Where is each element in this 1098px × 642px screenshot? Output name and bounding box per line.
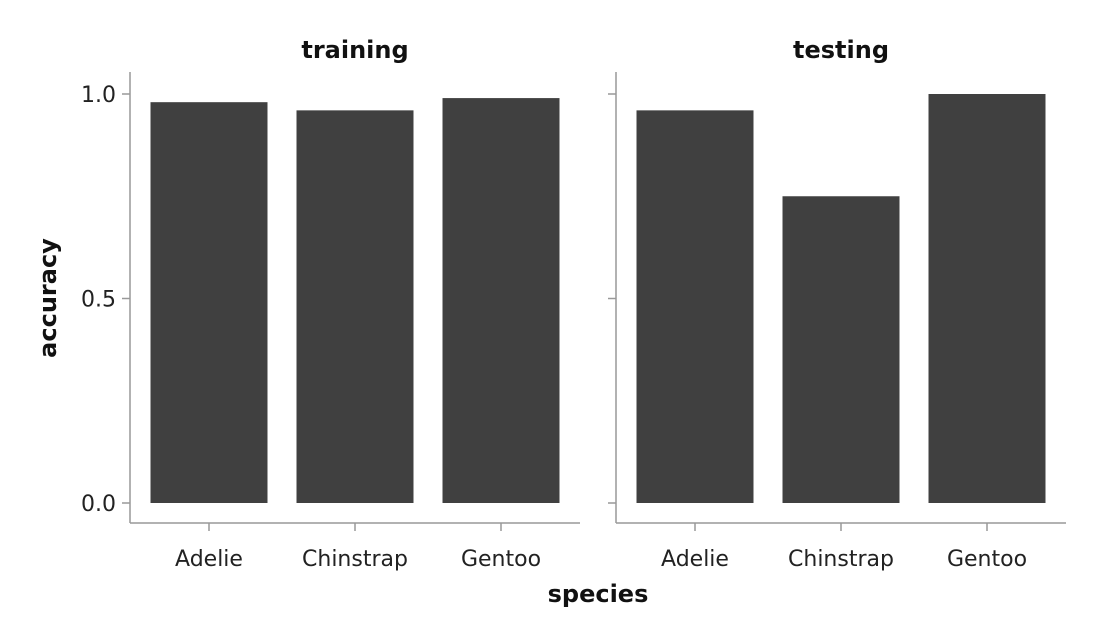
x-tick-label: Gentoo xyxy=(461,547,541,572)
bar-chinstrap xyxy=(782,196,900,503)
panel-title: training xyxy=(301,36,408,64)
x-tick-label: Adelie xyxy=(661,547,729,572)
chart-panels: training Adelie Chinstrap Gentoo 0.0 0.5 1.0 te… xyxy=(81,36,1066,572)
y-tick-label: 1.0 xyxy=(81,83,116,108)
panel-title: testing xyxy=(793,36,889,64)
y-tick-label: 0.5 xyxy=(81,288,116,313)
x-tick-label: Chinstrap xyxy=(788,547,894,572)
bar-gentoo xyxy=(442,98,560,503)
bar-adelie xyxy=(150,102,268,504)
bar-chinstrap xyxy=(296,110,414,504)
y-axis-title: accuracy xyxy=(34,238,62,358)
x-tick-label: Chinstrap xyxy=(302,547,408,572)
x-axis-title: species xyxy=(548,580,649,608)
y-tick-label: 0.0 xyxy=(81,492,116,517)
x-tick-label: Gentoo xyxy=(947,547,1027,572)
bar-gentoo xyxy=(928,94,1046,503)
bar-adelie xyxy=(636,110,754,504)
panel-testing: testing Adelie Chinstrap Gentoo xyxy=(608,36,1066,572)
x-tick-label: Adelie xyxy=(175,547,243,572)
panel-training: training Adelie Chinstrap Gentoo 0.0 0.5 1.0 xyxy=(81,36,580,572)
